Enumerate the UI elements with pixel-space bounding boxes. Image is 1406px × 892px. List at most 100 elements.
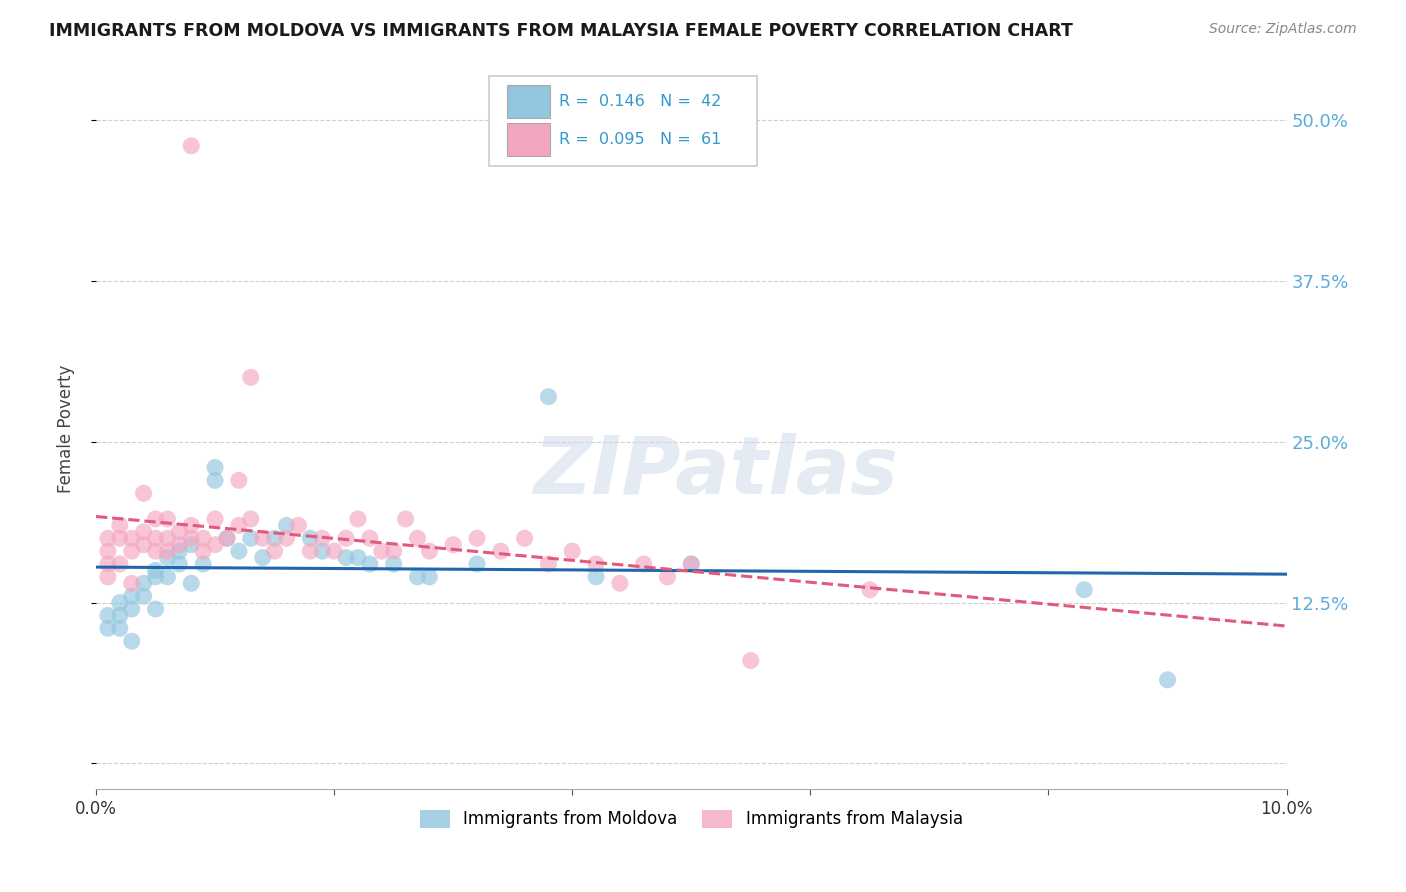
Point — [191, 531, 214, 545]
Point — [156, 531, 179, 545]
Point — [276, 531, 298, 545]
Point — [132, 486, 155, 500]
Text: IMMIGRANTS FROM MOLDOVA VS IMMIGRANTS FROM MALAYSIA FEMALE POVERTY CORRELATION C: IMMIGRANTS FROM MOLDOVA VS IMMIGRANTS FR… — [49, 22, 1073, 40]
Point — [145, 512, 167, 526]
Point — [537, 390, 560, 404]
Point — [657, 570, 679, 584]
Point — [145, 570, 167, 584]
Point — [97, 557, 120, 571]
Point — [191, 557, 214, 571]
Point — [132, 589, 155, 603]
Point — [97, 608, 120, 623]
Point — [311, 544, 333, 558]
Point — [263, 531, 285, 545]
Point — [108, 557, 131, 571]
Point — [276, 518, 298, 533]
Point — [204, 474, 226, 488]
Point — [191, 544, 214, 558]
Point — [323, 544, 346, 558]
Point — [180, 518, 202, 533]
Point — [681, 557, 703, 571]
Point — [145, 544, 167, 558]
FancyBboxPatch shape — [506, 85, 550, 119]
FancyBboxPatch shape — [489, 76, 756, 166]
Point — [132, 576, 155, 591]
Point — [108, 518, 131, 533]
Point — [681, 557, 703, 571]
Point — [169, 557, 191, 571]
Point — [180, 538, 202, 552]
Point — [121, 531, 143, 545]
Point — [609, 576, 631, 591]
Point — [228, 474, 250, 488]
Text: R =  0.146   N =  42: R = 0.146 N = 42 — [560, 95, 721, 109]
Point — [347, 512, 370, 526]
Point — [239, 370, 262, 384]
Point — [215, 531, 238, 545]
Point — [169, 544, 191, 558]
Point — [441, 538, 464, 552]
Text: R =  0.095   N =  61: R = 0.095 N = 61 — [560, 132, 721, 147]
Point — [513, 531, 536, 545]
Point — [299, 544, 322, 558]
Point — [382, 544, 405, 558]
Point — [156, 550, 179, 565]
Point — [97, 570, 120, 584]
Legend: Immigrants from Moldova, Immigrants from Malaysia: Immigrants from Moldova, Immigrants from… — [413, 803, 970, 835]
Point — [335, 550, 357, 565]
Point — [156, 544, 179, 558]
Point — [132, 538, 155, 552]
Point — [156, 512, 179, 526]
Point — [406, 531, 429, 545]
Point — [418, 544, 440, 558]
Point — [132, 524, 155, 539]
Point — [169, 538, 191, 552]
Point — [204, 512, 226, 526]
Point — [740, 653, 762, 667]
Point — [585, 557, 607, 571]
Point — [239, 512, 262, 526]
Point — [406, 570, 429, 584]
Point — [108, 608, 131, 623]
Point — [239, 531, 262, 545]
Point — [108, 531, 131, 545]
Point — [335, 531, 357, 545]
Point — [228, 518, 250, 533]
Point — [311, 531, 333, 545]
Point — [108, 596, 131, 610]
Point — [121, 576, 143, 591]
Point — [382, 557, 405, 571]
Point — [228, 544, 250, 558]
Point — [121, 602, 143, 616]
Point — [252, 550, 274, 565]
Point — [121, 634, 143, 648]
Text: Source: ZipAtlas.com: Source: ZipAtlas.com — [1209, 22, 1357, 37]
Point — [537, 557, 560, 571]
Point — [204, 460, 226, 475]
Point — [169, 524, 191, 539]
Point — [1073, 582, 1095, 597]
Point — [859, 582, 882, 597]
Point — [489, 544, 512, 558]
Point — [347, 550, 370, 565]
Point — [371, 544, 394, 558]
Text: ZIPatlas: ZIPatlas — [533, 434, 897, 511]
Point — [180, 531, 202, 545]
Point — [145, 531, 167, 545]
Point — [1156, 673, 1178, 687]
Point — [121, 544, 143, 558]
Point — [145, 564, 167, 578]
Y-axis label: Female Poverty: Female Poverty — [58, 365, 75, 493]
Point — [121, 589, 143, 603]
Point — [108, 621, 131, 635]
FancyBboxPatch shape — [506, 123, 550, 156]
Point — [180, 138, 202, 153]
Point — [394, 512, 416, 526]
Point — [359, 557, 381, 571]
Point — [97, 531, 120, 545]
Point — [585, 570, 607, 584]
Point — [299, 531, 322, 545]
Point — [359, 531, 381, 545]
Point — [418, 570, 440, 584]
Point — [156, 570, 179, 584]
